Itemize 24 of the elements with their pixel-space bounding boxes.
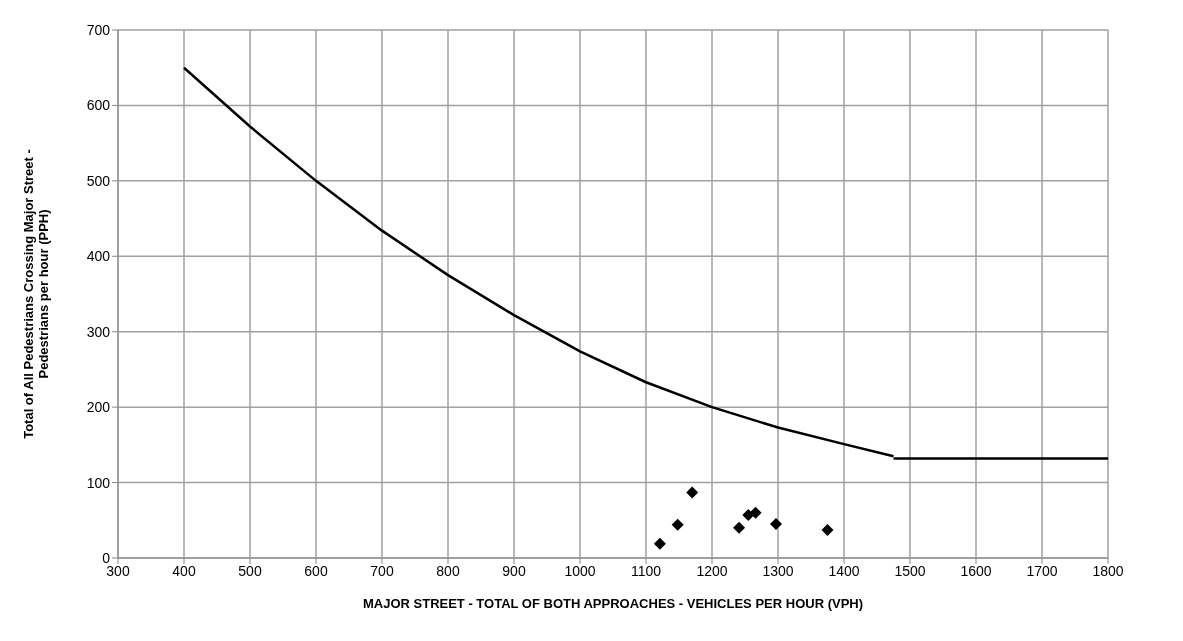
x-tick-label: 1600 — [960, 562, 992, 579]
y-tick-label: 600 — [86, 97, 111, 114]
y-tick-label: 300 — [86, 323, 111, 340]
x-tick-label: 1100 — [630, 562, 662, 579]
x-tick-label: 1500 — [894, 562, 926, 579]
x-tick-label: 800 — [436, 562, 460, 579]
x-tick-label: 1200 — [696, 562, 728, 579]
x-tick-label: 1800 — [1092, 562, 1124, 579]
y-tick-label: 100 — [86, 474, 111, 491]
y-tick-label: 500 — [86, 172, 111, 189]
x-tick-label: 1000 — [564, 562, 596, 579]
x-tick-label: 1400 — [828, 562, 860, 579]
x-tick-label: 900 — [502, 562, 526, 579]
x-tick-label: 1700 — [1026, 562, 1058, 579]
y-tick-label: 400 — [86, 248, 111, 265]
y-axis-title: Total of All Pedestrians Crossing Major Street - Pedestrians per hour (PPH) — [20, 149, 52, 439]
x-tick-label: 700 — [370, 562, 394, 579]
x-tick-label: 500 — [238, 562, 262, 579]
y-tick-label: 700 — [86, 21, 111, 38]
x-tick-label: 1300 — [762, 562, 794, 579]
y-tick-label: 200 — [86, 399, 111, 416]
x-tick-label: 400 — [172, 562, 196, 579]
x-tick-label: 600 — [304, 562, 328, 579]
x-axis-title: MAJOR STREET - TOTAL OF BOTH APPROACHES - VEHICLES PER HOUR (VPH) — [362, 596, 864, 611]
